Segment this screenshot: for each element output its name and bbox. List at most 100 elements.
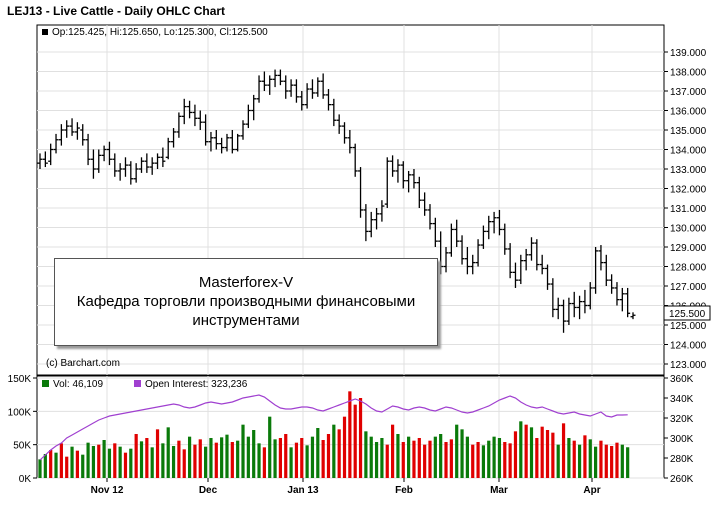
volume-bar bbox=[230, 442, 234, 478]
ohlc-bar bbox=[379, 200, 385, 222]
ohlc-bar bbox=[203, 114, 209, 146]
ohlc-bar bbox=[133, 163, 139, 183]
ohlc-bar bbox=[283, 75, 289, 99]
volume-bar bbox=[129, 448, 133, 478]
volume-bar bbox=[171, 446, 176, 478]
ohlc-bar bbox=[347, 130, 353, 154]
ohlc-bar bbox=[192, 104, 198, 127]
ohlc-bar bbox=[614, 282, 620, 306]
price-tick-label: 124.000 bbox=[670, 341, 707, 352]
ohlc-bar bbox=[181, 98, 187, 125]
credit-text: (c) Barchart.com bbox=[46, 358, 120, 369]
ohlc-bar bbox=[598, 245, 604, 271]
ohlc-bar bbox=[37, 153, 43, 169]
oi-legend-marker bbox=[134, 380, 141, 387]
volume-bar bbox=[433, 436, 437, 478]
ohlc-bar bbox=[155, 153, 161, 169]
price-tick-label: 125.000 bbox=[670, 321, 707, 332]
ohlc-bar bbox=[523, 248, 529, 271]
x-tick-label: Jan 13 bbox=[287, 485, 319, 496]
volume-bar bbox=[214, 442, 218, 478]
ohlc-bar bbox=[363, 204, 369, 242]
volume-bar bbox=[561, 423, 566, 478]
price-tick-label: 137.000 bbox=[670, 87, 707, 98]
ohlc-bar bbox=[491, 211, 497, 234]
ohlc-bar bbox=[432, 217, 438, 247]
oi-tick-label: 260K bbox=[670, 474, 694, 485]
volume-tick-label: 50K bbox=[13, 441, 31, 452]
ohlc-bar bbox=[144, 153, 150, 173]
price-tick-label: 130.000 bbox=[670, 224, 707, 235]
volume-bar bbox=[300, 438, 304, 478]
volume-bar bbox=[305, 445, 309, 478]
volume-bar bbox=[43, 454, 47, 478]
price-legend: Op:125.425, Hi:125.650, Lo:125.300, Cl:1… bbox=[52, 27, 268, 38]
ohlc-bar bbox=[448, 223, 454, 257]
volume-bars bbox=[38, 391, 630, 478]
open-interest-y-axis: 260K 280K 300K 320K 340K 360K bbox=[664, 374, 694, 485]
volume-bar bbox=[599, 440, 603, 478]
ohlc-bar bbox=[518, 254, 524, 285]
volume-bar bbox=[577, 444, 582, 478]
ohlc-bar bbox=[325, 89, 331, 111]
ohlc-bar bbox=[85, 133, 91, 166]
price-tick-label: 128.000 bbox=[670, 263, 707, 274]
volume-bar bbox=[529, 427, 534, 478]
ohlc-bar bbox=[577, 295, 583, 320]
volume-bar bbox=[91, 446, 96, 478]
volume-bar bbox=[187, 436, 192, 478]
ohlc-bar bbox=[293, 79, 299, 103]
volume-bar bbox=[177, 440, 181, 478]
overlay-line-1: Masterforex-V bbox=[198, 274, 294, 291]
ohlc-bar bbox=[315, 77, 321, 97]
ohlc-bar bbox=[272, 69, 278, 88]
volume-bar bbox=[337, 429, 341, 478]
volume-bar bbox=[161, 443, 165, 478]
ohlc-bar bbox=[69, 118, 75, 136]
price-tick-label: 132.000 bbox=[670, 185, 707, 196]
volume-bar bbox=[615, 442, 619, 478]
ohlc-bar bbox=[374, 208, 380, 230]
ohlc-bar bbox=[384, 157, 390, 208]
ohlc-bar bbox=[545, 264, 551, 290]
ohlc-bar bbox=[117, 163, 123, 181]
ohlc-bar bbox=[609, 274, 615, 294]
x-tick-label: Apr bbox=[583, 485, 600, 496]
volume-bar bbox=[123, 452, 128, 478]
volume-bar bbox=[497, 438, 502, 478]
volume-bar bbox=[134, 434, 138, 478]
ohlc-bar bbox=[507, 243, 513, 279]
volume-bar bbox=[278, 438, 283, 478]
ohlc-bar bbox=[96, 149, 102, 173]
ohlc-bar bbox=[74, 122, 80, 140]
volume-bar bbox=[572, 440, 576, 478]
ohlc-bar bbox=[122, 157, 128, 177]
ohlc-bar bbox=[390, 155, 396, 177]
ohlc-bar bbox=[582, 289, 588, 314]
volume-bar bbox=[310, 436, 315, 478]
volume-bar bbox=[49, 450, 53, 478]
volume-bar bbox=[59, 443, 63, 478]
ohlc-bar bbox=[256, 75, 262, 103]
volume-bar bbox=[225, 434, 229, 478]
ohlc-bar bbox=[528, 237, 534, 261]
ohlc-bar bbox=[240, 120, 246, 140]
volume-bar bbox=[503, 442, 507, 478]
volume-bar bbox=[519, 421, 523, 478]
ohlc-bar bbox=[422, 192, 428, 216]
overlay-line-3: инструментами bbox=[192, 312, 300, 329]
volume-bar bbox=[321, 440, 325, 478]
ohlc-bar bbox=[42, 151, 48, 168]
overlay-box: Masterforex-V Кафедра торговли производн… bbox=[54, 258, 438, 346]
volume-bar bbox=[364, 431, 368, 478]
volume-bar bbox=[273, 439, 277, 478]
ohlc-bar bbox=[352, 143, 358, 177]
volume-legend-marker bbox=[42, 380, 49, 387]
oi-legend: Open Interest: 323,236 bbox=[145, 379, 248, 390]
volume-bar bbox=[545, 430, 550, 478]
volume-bar bbox=[166, 427, 170, 478]
ohlc-bar bbox=[101, 145, 107, 162]
volume-bar bbox=[118, 446, 122, 478]
ohlc-bar bbox=[90, 149, 96, 179]
volume-bar bbox=[220, 437, 224, 478]
